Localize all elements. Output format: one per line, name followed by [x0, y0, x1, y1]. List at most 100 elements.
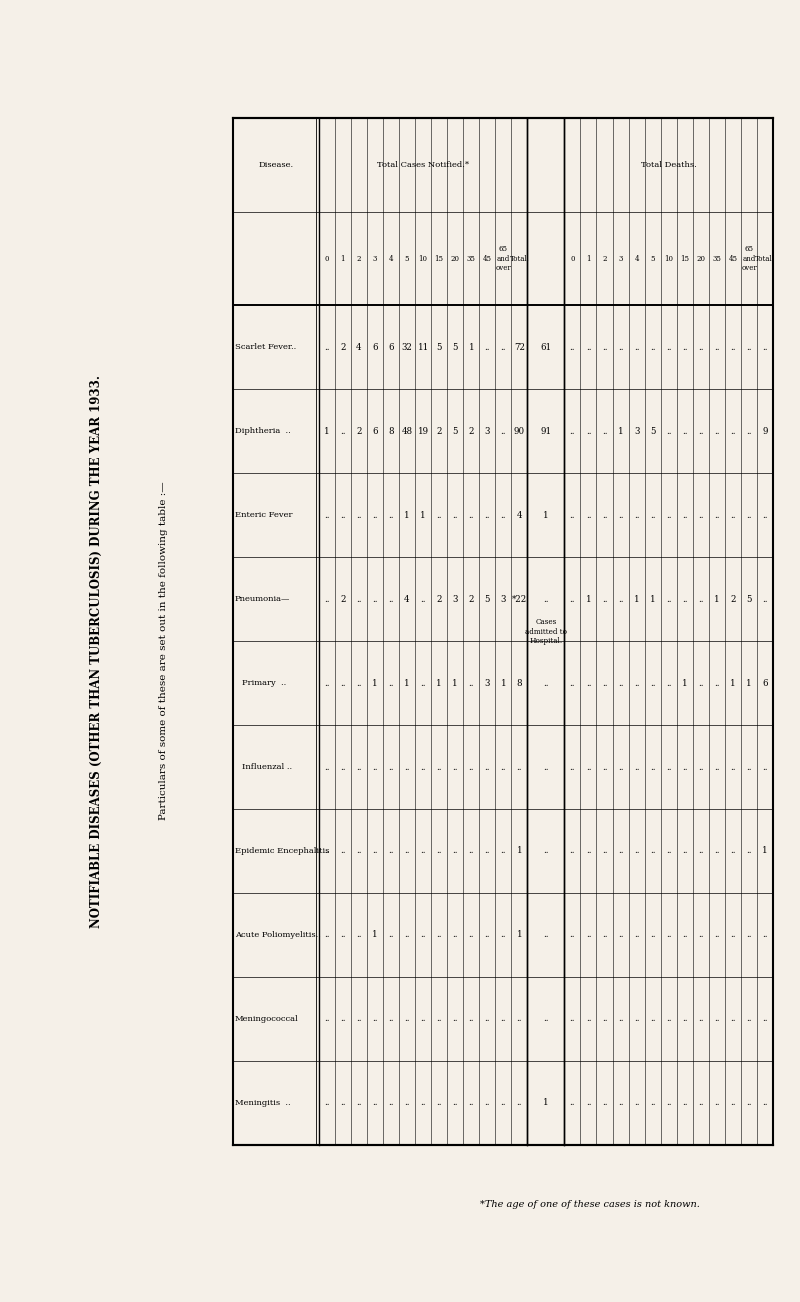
Text: ..: ..: [586, 931, 591, 939]
Text: ..: ..: [570, 510, 575, 519]
Text: 6: 6: [372, 427, 378, 436]
Text: ..: ..: [388, 595, 394, 604]
Text: ..: ..: [453, 763, 458, 772]
Text: Total Deaths.: Total Deaths.: [641, 161, 697, 169]
Text: ..: ..: [324, 763, 330, 772]
Text: ..: ..: [682, 595, 687, 604]
Text: ..: ..: [340, 931, 346, 939]
Text: *The age of one of these cases is not known.: *The age of one of these cases is not kn…: [480, 1200, 700, 1208]
Text: 3: 3: [485, 427, 490, 436]
Text: ..: ..: [618, 595, 623, 604]
Text: ..: ..: [682, 1014, 687, 1023]
Text: ..: ..: [682, 846, 687, 855]
Text: ..: ..: [543, 678, 549, 687]
Text: ..: ..: [501, 342, 506, 352]
Text: ..: ..: [602, 678, 607, 687]
Text: ..: ..: [730, 931, 736, 939]
Text: 3: 3: [373, 255, 377, 263]
Text: ..: ..: [388, 678, 394, 687]
Text: ..: ..: [453, 510, 458, 519]
Text: ..: ..: [650, 1099, 655, 1107]
Text: 4: 4: [389, 255, 393, 263]
Text: ..: ..: [698, 1099, 703, 1107]
Text: ..: ..: [356, 1099, 362, 1107]
Text: ..: ..: [618, 510, 623, 519]
Text: 1: 1: [469, 342, 474, 352]
Text: 1: 1: [324, 427, 330, 436]
Text: ..: ..: [372, 1014, 378, 1023]
Text: ..: ..: [730, 342, 736, 352]
Text: ..: ..: [618, 931, 623, 939]
Text: ..: ..: [714, 427, 720, 436]
Text: ..: ..: [543, 846, 549, 855]
Text: 5: 5: [650, 255, 655, 263]
Text: ..: ..: [634, 931, 639, 939]
Text: ..: ..: [650, 510, 655, 519]
Text: ..: ..: [436, 1014, 442, 1023]
Text: 1: 1: [404, 510, 410, 519]
Text: ..: ..: [356, 678, 362, 687]
Text: 4: 4: [517, 510, 522, 519]
Text: ..: ..: [762, 1099, 768, 1107]
Text: ..: ..: [602, 510, 607, 519]
Text: ..: ..: [682, 427, 687, 436]
Text: ..: ..: [682, 1099, 687, 1107]
Text: ..: ..: [650, 846, 655, 855]
Text: 6: 6: [372, 342, 378, 352]
Text: ..: ..: [372, 1099, 378, 1107]
Text: 1: 1: [436, 678, 442, 687]
Text: ..: ..: [420, 595, 426, 604]
Text: 3: 3: [485, 678, 490, 687]
Text: 35: 35: [713, 255, 722, 263]
Text: ..: ..: [730, 510, 736, 519]
Text: 2: 2: [340, 342, 346, 352]
Text: ..: ..: [570, 1099, 575, 1107]
Text: ..: ..: [356, 931, 362, 939]
Text: ..: ..: [602, 595, 607, 604]
Text: ..: ..: [543, 1014, 549, 1023]
Text: 1: 1: [618, 427, 623, 436]
Text: ..: ..: [453, 1099, 458, 1107]
Text: 20: 20: [696, 255, 706, 263]
Text: Pneumonia—: Pneumonia—: [235, 595, 290, 603]
Text: ..: ..: [485, 1099, 490, 1107]
Text: 5: 5: [436, 342, 442, 352]
Text: ..: ..: [618, 342, 623, 352]
Text: ..: ..: [730, 1014, 736, 1023]
Text: ..: ..: [714, 763, 720, 772]
Text: Total Cases Notified.*: Total Cases Notified.*: [377, 161, 469, 169]
Text: ..: ..: [698, 846, 703, 855]
Text: ..: ..: [404, 846, 410, 855]
Text: ..: ..: [469, 1014, 474, 1023]
Text: 1: 1: [501, 678, 506, 687]
Text: 1: 1: [682, 678, 687, 687]
Text: 15: 15: [680, 255, 690, 263]
Text: ..: ..: [714, 846, 720, 855]
Text: 3: 3: [634, 427, 639, 436]
Text: 65
and
over: 65 and over: [741, 246, 757, 272]
Text: ..: ..: [714, 931, 720, 939]
Text: ..: ..: [570, 595, 575, 604]
Text: Acute Poliomyelitis..: Acute Poliomyelitis..: [235, 931, 321, 939]
Text: 45: 45: [729, 255, 738, 263]
Text: 19: 19: [418, 427, 429, 436]
Text: ..: ..: [453, 1014, 458, 1023]
Text: 10: 10: [664, 255, 674, 263]
Text: ..: ..: [666, 1014, 671, 1023]
Text: 11: 11: [418, 342, 429, 352]
Text: ..: ..: [485, 510, 490, 519]
Text: ..: ..: [388, 510, 394, 519]
Text: Influenzal ..: Influenzal ..: [242, 763, 292, 771]
Text: ..: ..: [485, 1014, 490, 1023]
Text: ..: ..: [469, 1099, 474, 1107]
Text: ..: ..: [570, 931, 575, 939]
Text: 5: 5: [453, 342, 458, 352]
Text: ..: ..: [404, 931, 410, 939]
Text: 90: 90: [514, 427, 525, 436]
Text: 5: 5: [746, 595, 752, 604]
Text: ..: ..: [746, 342, 752, 352]
Text: ..: ..: [404, 1014, 410, 1023]
Text: Epidemic Encephalitis: Epidemic Encephalitis: [235, 846, 330, 855]
Text: ..: ..: [698, 1014, 703, 1023]
Text: ..: ..: [570, 342, 575, 352]
